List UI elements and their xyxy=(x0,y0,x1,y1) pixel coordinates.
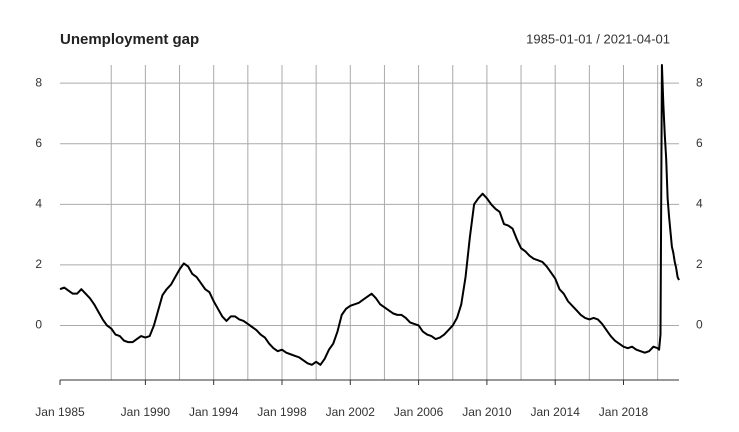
x-tick-label: Jan 1994 xyxy=(189,405,239,419)
y-tick-label: 0 xyxy=(35,318,42,332)
x-tick-label: Jan 2014 xyxy=(531,405,581,419)
y-tick-label: 2 xyxy=(35,257,42,271)
y-tick-label: 8 xyxy=(35,75,42,89)
x-tick-label: Jan 2010 xyxy=(462,405,512,419)
y2-tick-label: 2 xyxy=(696,257,703,271)
date-range: 1985-01-01 / 2021-04-01 xyxy=(526,31,670,46)
x-tick-label: Jan 1998 xyxy=(257,405,307,419)
y-tick-label: 4 xyxy=(35,196,42,210)
y2-tick-label: 6 xyxy=(696,136,703,150)
x-tick-label: Jan 1990 xyxy=(121,405,171,419)
y2-tick-label: 0 xyxy=(696,318,703,332)
y2-tick-label: 8 xyxy=(696,75,703,89)
series-line xyxy=(59,64,680,366)
x-tick-label: Jan 2006 xyxy=(394,405,444,419)
x-tick-label: Jan 2018 xyxy=(599,405,649,419)
chart-title: Unemployment gap xyxy=(60,31,199,48)
x-tick-label: Jan 1985 xyxy=(35,405,85,419)
x-tick-label: Jan 2002 xyxy=(326,405,376,419)
y-tick-label: 6 xyxy=(35,136,42,150)
y2-tick-label: 4 xyxy=(696,196,703,210)
